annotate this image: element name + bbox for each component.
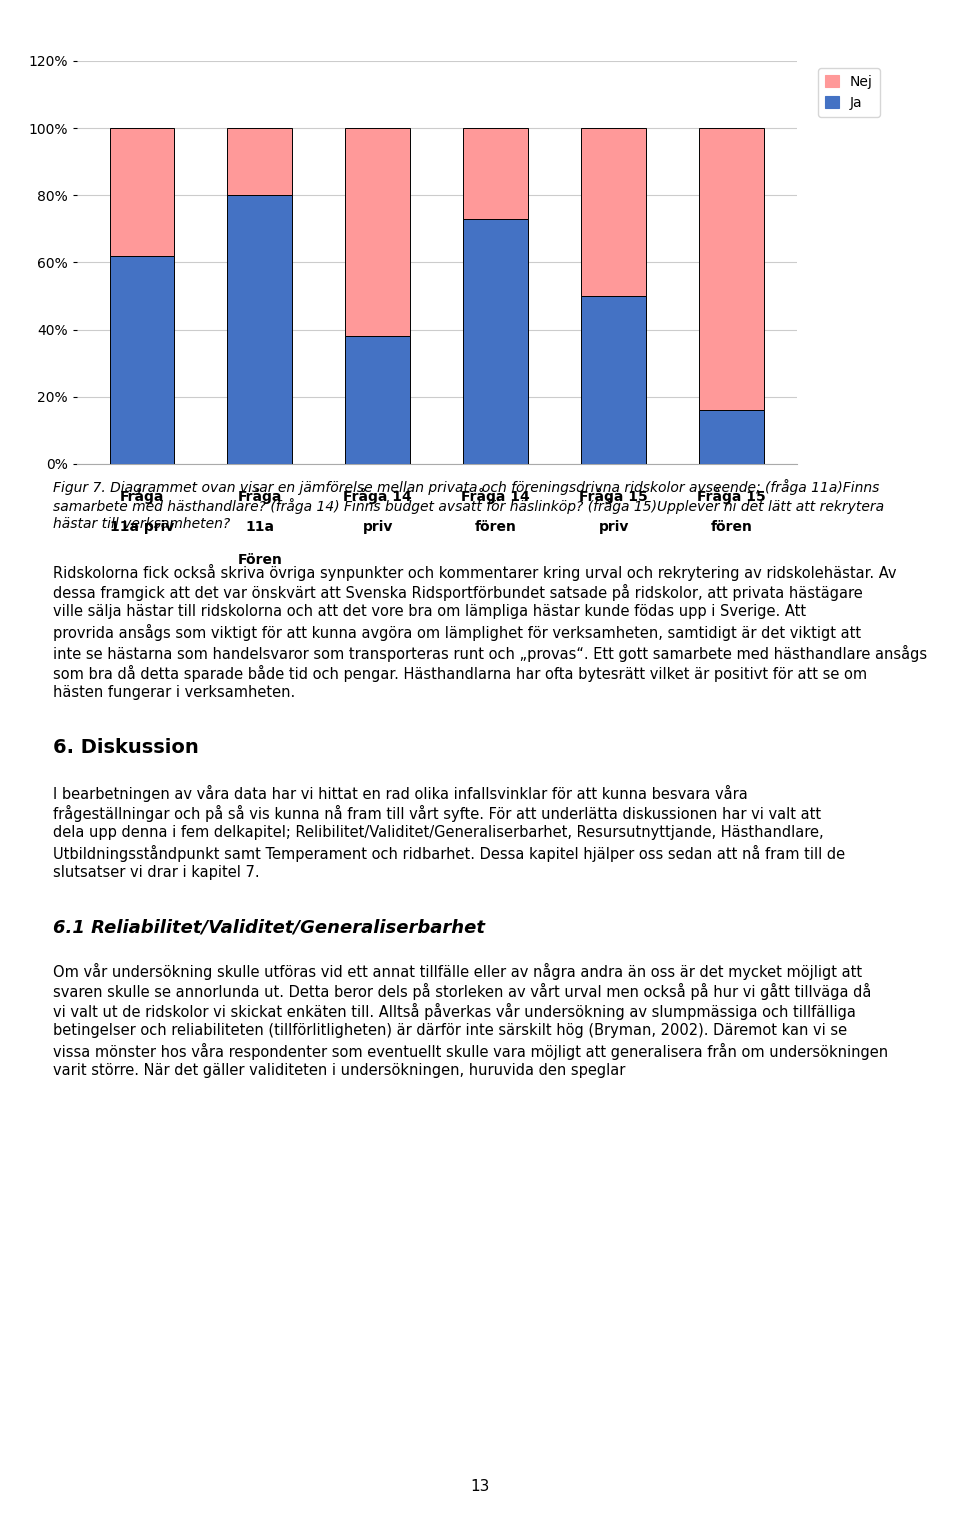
Text: inte se hästarna som handelsvaror som transporteras runt och „provas“. Ett gott : inte se hästarna som handelsvaror som tr…	[53, 645, 927, 662]
Text: Fråga: Fråga	[120, 488, 164, 503]
Text: som bra då detta sparade både tid och pengar. Hästhandlarna har ofta bytesrätt v: som bra då detta sparade både tid och pe…	[53, 665, 867, 681]
Text: betingelser och reliabiliteten (tillförlitligheten) är därför inte särskilt hög : betingelser och reliabiliteten (tillförl…	[53, 1024, 847, 1037]
Text: samarbete med hästhandlare? (fråga 14) Finns budget avsatt för häslinköp? (fråga: samarbete med hästhandlare? (fråga 14) F…	[53, 499, 884, 514]
Bar	[581, 128, 646, 297]
Text: dela upp denna i fem delkapitel; Relibilitet/Validitet/Generaliserbarhet, Resurs: dela upp denna i fem delkapitel; Relibil…	[53, 824, 824, 840]
Bar	[228, 195, 293, 464]
Text: Fråga 14: Fråga 14	[462, 488, 530, 503]
Text: I bearbetningen av våra data har vi hittat en rad olika infallsvinklar för att k: I bearbetningen av våra data har vi hitt…	[53, 785, 748, 802]
Bar	[699, 128, 764, 411]
Bar	[464, 128, 528, 219]
Text: frågeställningar och på så vis kunna nå fram till vårt syfte. För att underlätta: frågeställningar och på så vis kunna nå …	[53, 805, 821, 821]
Text: Fråga 15: Fråga 15	[697, 488, 766, 503]
Text: Fråga 15: Fråga 15	[579, 488, 648, 503]
Text: hästen fungerar i verksamheten.: hästen fungerar i verksamheten.	[53, 684, 295, 700]
Text: slutsatser vi drar i kapitel 7.: slutsatser vi drar i kapitel 7.	[53, 865, 259, 881]
Bar	[346, 336, 410, 464]
Text: Fråga: Fråga	[238, 488, 282, 503]
Text: Ridskolorna fick också skriva övriga synpunkter och kommentarer kring urval och : Ridskolorna fick också skriva övriga syn…	[53, 564, 897, 581]
Bar	[699, 411, 764, 464]
Text: 13: 13	[470, 1478, 490, 1494]
Text: fören: fören	[710, 520, 753, 534]
Text: 11a: 11a	[246, 520, 275, 534]
Text: 11a priv: 11a priv	[109, 520, 174, 534]
Text: fören: fören	[475, 520, 516, 534]
Bar	[581, 297, 646, 464]
Text: priv: priv	[598, 520, 629, 534]
Bar	[109, 128, 175, 256]
Legend: Nej, Ja: Nej, Ja	[818, 68, 880, 117]
Text: varit större. När det gäller validiteten i undersökningen, huruvida den speglar: varit större. När det gäller validiteten…	[53, 1063, 625, 1078]
Text: Utbildningsståndpunkt samt Temperament och ridbarhet. Dessa kapitel hjälper oss : Utbildningsståndpunkt samt Temperament o…	[53, 846, 845, 862]
Text: 6. Diskussion: 6. Diskussion	[53, 738, 199, 757]
Text: provrida ansågs som viktigt för att kunna avgöra om lämplighet för verksamheten,: provrida ansågs som viktigt för att kunn…	[53, 624, 861, 642]
Text: Om vår undersökning skulle utföras vid ett annat tillfälle eller av några andra : Om vår undersökning skulle utföras vid e…	[53, 963, 862, 980]
Text: hästar till verksamheten?: hästar till verksamheten?	[53, 517, 230, 531]
Text: svaren skulle se annorlunda ut. Detta beror dels på storleken av vårt urval men : svaren skulle se annorlunda ut. Detta be…	[53, 983, 871, 999]
Text: vissa mönster hos våra respondenter som eventuellt skulle vara möjligt att gener: vissa mönster hos våra respondenter som …	[53, 1043, 888, 1060]
Bar	[346, 128, 410, 336]
Text: Fören: Fören	[237, 552, 282, 567]
Bar	[228, 128, 293, 195]
Text: vi valt ut de ridskolor vi skickat enkäten till. Alltså påverkas vår undersöknin: vi valt ut de ridskolor vi skickat enkät…	[53, 1002, 855, 1021]
Text: dessa framgick att det var önskvärt att Svenska Ridsportförbundet satsade på rid: dessa framgick att det var önskvärt att …	[53, 584, 862, 601]
Text: priv: priv	[363, 520, 393, 534]
Bar	[109, 256, 175, 464]
Text: 6.1 Reliabilitet/Validitet/Generaliserbarhet: 6.1 Reliabilitet/Validitet/Generaliserba…	[53, 919, 485, 937]
Text: ville sälja hästar till ridskolorna och att det vore bra om lämpliga hästar kund: ville sälja hästar till ridskolorna och …	[53, 604, 806, 619]
Text: Fråga 14: Fråga 14	[344, 488, 412, 503]
Bar	[464, 219, 528, 464]
Text: Figur 7. Diagrammet ovan visar en jämförelse mellan privata och föreningsdrivna : Figur 7. Diagrammet ovan visar en jämför…	[53, 479, 879, 494]
